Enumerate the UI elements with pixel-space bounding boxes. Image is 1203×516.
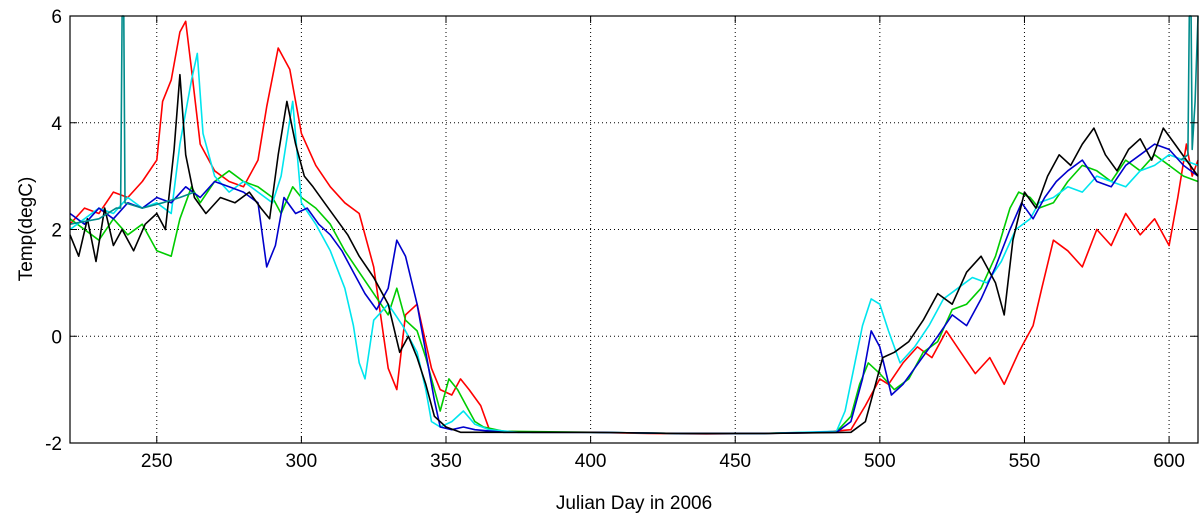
y-tick-label: 6 (51, 7, 62, 28)
axis-ticks (70, 15, 1198, 444)
x-tick-label: 500 (864, 451, 896, 472)
series-line-4 (69, 143, 1199, 435)
x-tick-label: 250 (141, 451, 173, 472)
series-line-1 (69, 20, 1199, 435)
y-tick-label: 4 (51, 114, 62, 135)
x-tick-label: 550 (1009, 451, 1041, 472)
x-tick-label: 450 (719, 451, 751, 472)
x-tick-label: 600 (1153, 451, 1185, 472)
x-axis-label: Julian Day in 2006 (556, 493, 712, 514)
y-axis-label: Temp(degC) (16, 177, 37, 282)
x-tick-labels: 250 300 350 400 450 500 550 600 (141, 451, 1185, 472)
y-tick-label: 2 (51, 221, 62, 242)
x-tick-label: 400 (575, 451, 607, 472)
x-tick-label: 350 (430, 451, 462, 472)
series-line-3 (69, 52, 1199, 435)
y-tick-label: 0 (51, 327, 62, 348)
y-tick-labels: -2 0 2 4 6 (45, 7, 62, 455)
x-tick-label: 300 (286, 451, 318, 472)
series-line-5 (69, 73, 1199, 435)
y-tick-label: -2 (45, 434, 62, 455)
